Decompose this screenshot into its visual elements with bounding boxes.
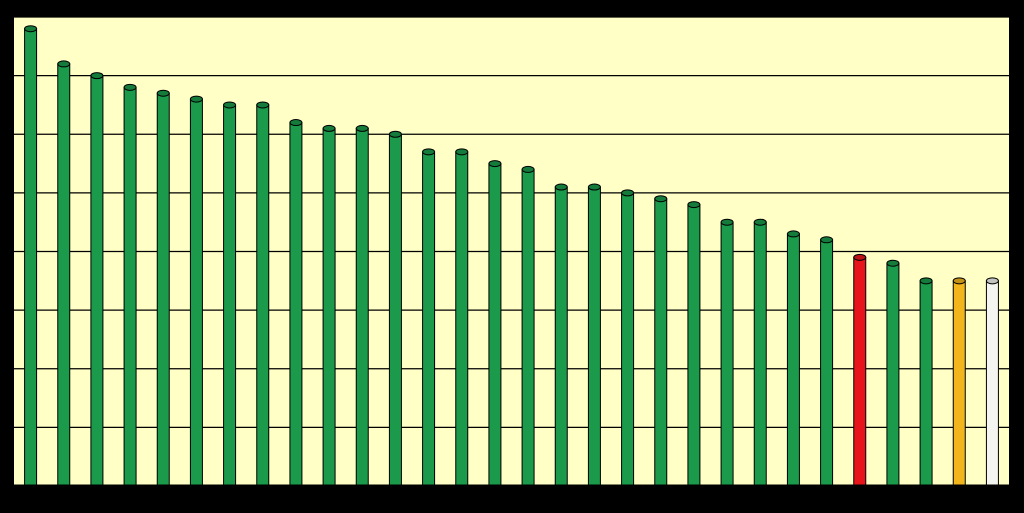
bar [488,163,502,487]
bar-cap [554,183,568,191]
bar-cap [853,253,867,261]
bar-cap [654,195,668,203]
bar [355,127,369,487]
bar-cap [952,277,966,285]
bar-cap [455,148,469,156]
bar [123,86,137,487]
bar [90,75,104,487]
bar [985,280,999,487]
bar [886,262,900,487]
bar [223,104,237,487]
bar [24,28,38,487]
bar [521,168,535,487]
bar-cap [189,95,203,103]
bar-cap [621,189,635,197]
bar [554,186,568,487]
bar [820,239,834,487]
bar [455,151,469,487]
bar [654,198,668,487]
bar-cap [720,218,734,226]
bar [720,221,734,487]
bar-cap [753,218,767,226]
bar-cap [24,25,38,33]
bar-cap [587,183,601,191]
bar-cap [223,101,237,109]
bar [786,233,800,487]
bar [952,280,966,487]
bar-cap [687,201,701,209]
bar-cap [919,277,933,285]
bar-cap [388,130,402,138]
bar-cap [985,277,999,285]
bar [621,192,635,487]
bar [156,92,170,487]
bar [919,280,933,487]
bar-cap [57,60,71,68]
bar-cap [289,119,303,127]
bar-cap [786,230,800,238]
bar-cap [820,236,834,244]
bar [256,104,270,487]
bar-cap [322,124,336,132]
bar [587,186,601,487]
bar-cap [355,124,369,132]
bar [189,98,203,487]
bar-cap [90,72,104,80]
bar [422,151,436,487]
bar [687,204,701,487]
bar-cap [422,148,436,156]
bar [322,127,336,487]
bar-cap [521,165,535,173]
bar [57,63,71,487]
bar [388,133,402,487]
bar-cap [488,160,502,168]
bar [753,221,767,487]
bar-cap [886,259,900,267]
bar-cap [156,89,170,97]
bar [289,122,303,487]
bar-cap [123,83,137,91]
bar-cap [256,101,270,109]
bar [853,256,867,487]
